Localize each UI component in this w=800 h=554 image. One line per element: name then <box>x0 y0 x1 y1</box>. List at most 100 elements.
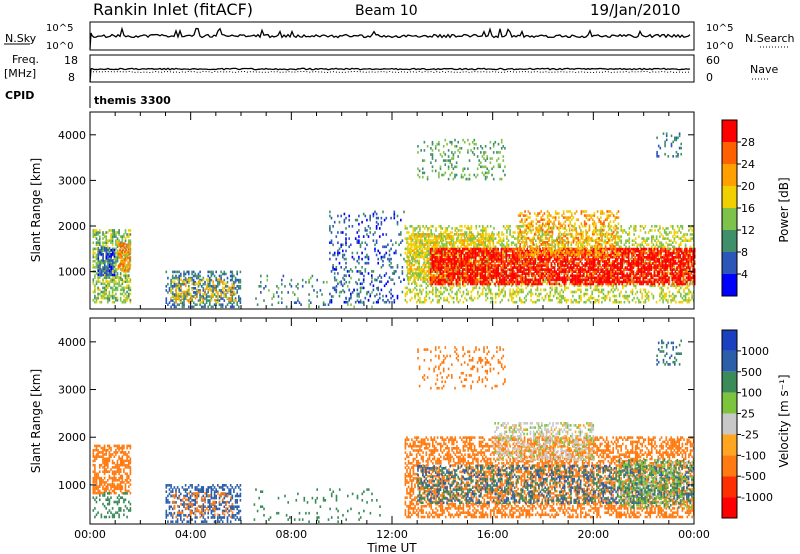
power-cell <box>445 251 448 255</box>
power-cell <box>107 269 109 273</box>
power-cell <box>218 278 221 281</box>
power-cell <box>445 233 448 236</box>
power-cell <box>184 295 187 298</box>
power-cell <box>351 255 354 259</box>
power-cell <box>404 259 407 263</box>
power-cell <box>369 294 371 298</box>
power-cell <box>547 298 550 302</box>
power-cell <box>92 235 95 238</box>
power-cell <box>197 282 200 286</box>
power-cell <box>493 245 495 249</box>
power-cell <box>457 233 460 236</box>
power-cell <box>97 257 100 260</box>
power-cell <box>467 249 469 253</box>
power-cell <box>667 243 669 247</box>
power-cell <box>559 294 561 298</box>
power-cell <box>209 295 211 298</box>
power-cell <box>506 229 508 232</box>
power-cell <box>662 243 664 247</box>
power-cell <box>321 293 323 296</box>
power-cell <box>465 233 467 236</box>
power-cell <box>498 294 500 298</box>
power-cell <box>380 255 383 259</box>
power-cell <box>332 225 334 228</box>
power-cell <box>127 262 129 266</box>
power-cell <box>207 270 209 274</box>
power-cell <box>345 249 347 253</box>
power-cell <box>102 278 104 281</box>
power-cell <box>591 245 593 249</box>
power-cell <box>281 278 283 282</box>
power-cell <box>423 280 426 283</box>
power-cell <box>105 290 107 294</box>
power-cell <box>472 288 474 292</box>
power-cell <box>463 233 466 236</box>
power-cell <box>475 227 478 230</box>
power-cell <box>410 274 412 277</box>
power-cell <box>615 280 618 283</box>
power-cell <box>111 231 114 234</box>
power-cell <box>429 235 432 238</box>
power-cell <box>478 237 480 240</box>
power-cell <box>118 249 120 253</box>
power-cell <box>427 245 429 249</box>
power-cell <box>100 271 103 275</box>
power-cell <box>393 282 396 286</box>
power-cell <box>221 291 224 294</box>
power-cell <box>639 229 642 232</box>
power-cell <box>681 284 684 288</box>
power-cell <box>107 261 109 264</box>
power-cell <box>412 288 415 292</box>
power-cell <box>229 305 232 309</box>
power-cell <box>573 239 576 242</box>
power-cell <box>335 266 338 269</box>
power-cell <box>333 253 336 257</box>
power-cell <box>374 247 376 251</box>
power-cell <box>597 255 600 259</box>
power-cell <box>578 266 581 269</box>
power-cell <box>444 266 446 269</box>
power-cell <box>668 247 671 251</box>
power-cell <box>308 303 310 306</box>
power-cell <box>567 243 569 247</box>
power-cell <box>332 253 334 257</box>
power-cell <box>514 292 516 296</box>
power-cell <box>171 299 174 302</box>
power-cell <box>450 235 453 238</box>
power-cell <box>416 259 419 263</box>
power-cell <box>509 270 511 273</box>
power-cell <box>217 299 219 302</box>
power-cell <box>407 247 409 250</box>
power-cell <box>420 239 422 242</box>
power-cell <box>612 276 614 279</box>
power-cell <box>673 231 676 234</box>
power-cell <box>652 296 655 300</box>
power-cell <box>100 248 103 252</box>
power-cell <box>597 300 600 304</box>
power-cell <box>225 293 227 296</box>
power-cell <box>439 235 441 238</box>
power-cell <box>601 296 603 300</box>
power-cell <box>183 280 185 283</box>
power-cell <box>435 229 437 232</box>
power-cell <box>488 286 490 290</box>
power-cell <box>118 278 120 281</box>
power-cell <box>311 274 314 278</box>
power-cell <box>218 282 221 286</box>
power-cell <box>453 269 456 273</box>
power-cell <box>185 290 187 294</box>
power-cell <box>559 241 561 244</box>
power-cell <box>478 294 481 298</box>
power-cell <box>126 276 128 279</box>
power-cell <box>117 264 120 268</box>
power-cell <box>239 301 242 304</box>
power-cell <box>509 294 511 298</box>
power-cell <box>380 257 383 261</box>
power-cell <box>94 266 96 269</box>
power-cell <box>192 270 195 274</box>
power-cell <box>457 284 460 288</box>
power-cell <box>183 274 185 278</box>
power-cell <box>464 274 466 277</box>
power-cell <box>176 276 179 280</box>
power-cell <box>643 237 645 240</box>
